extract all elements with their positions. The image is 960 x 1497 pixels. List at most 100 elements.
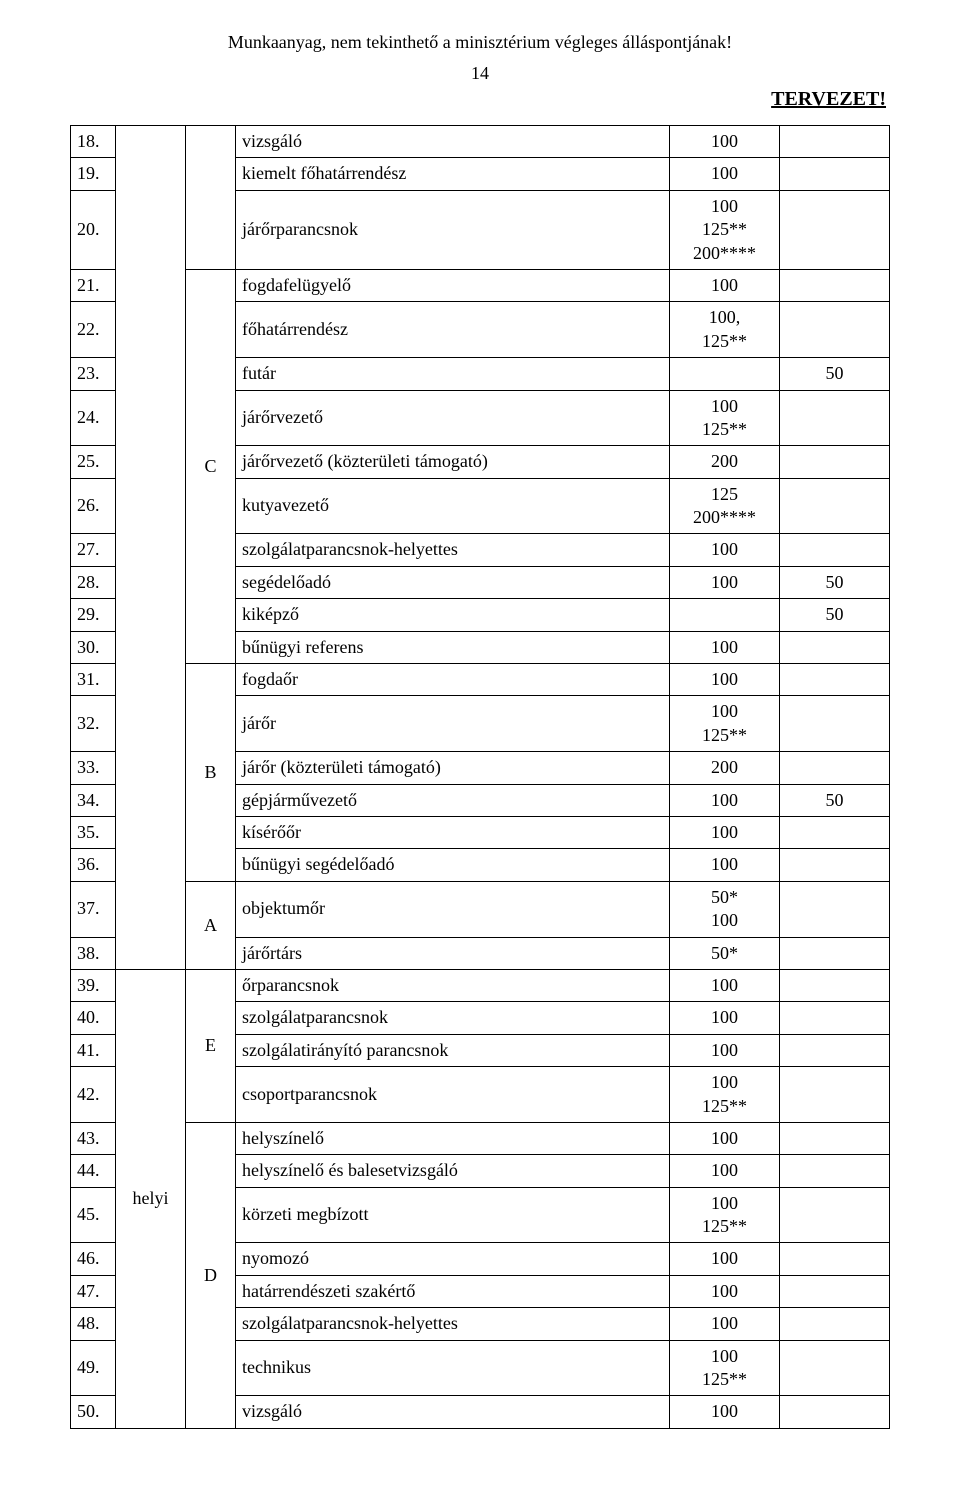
position-name: körzeti megbízott: [236, 1187, 670, 1243]
value-1: 100: [670, 1034, 780, 1066]
value-2: [780, 937, 890, 969]
value-2: [780, 1002, 890, 1034]
value-1: 100: [670, 1243, 780, 1275]
value-2: [780, 534, 890, 566]
row-number: 38.: [71, 937, 116, 969]
position-name: járőr (közterületi támogató): [236, 752, 670, 784]
value-2: [780, 1243, 890, 1275]
tervezet-label: TERVEZET!: [70, 88, 890, 111]
position-name: futár: [236, 358, 670, 390]
position-name: gépjárművezető: [236, 784, 670, 816]
row-number: 18.: [71, 126, 116, 158]
value-2: [780, 1340, 890, 1396]
value-2: 50: [780, 566, 890, 598]
row-number: 26.: [71, 478, 116, 534]
value-2: [780, 269, 890, 301]
group-letter-c: C: [186, 269, 236, 663]
position-name: szolgálatirányító parancsnok: [236, 1034, 670, 1066]
value-2: [780, 849, 890, 881]
value-1: 100: [670, 816, 780, 848]
row-number: 36.: [71, 849, 116, 881]
table-row: 18. vizsgáló 100: [71, 126, 890, 158]
position-name: fogdafelügyelő: [236, 269, 670, 301]
value-1: 100 125**: [670, 1340, 780, 1396]
table-row: 43. D helyszínelő 100: [71, 1122, 890, 1154]
row-number: 43.: [71, 1122, 116, 1154]
position-name: kiemelt főhatárrendész: [236, 158, 670, 190]
row-number: 30.: [71, 631, 116, 663]
value-1: 100: [670, 664, 780, 696]
value-2: [780, 158, 890, 190]
value-2: [780, 446, 890, 478]
header-disclaimer: Munkaanyag, nem tekinthető a minisztériu…: [70, 32, 890, 53]
row-number: 28.: [71, 566, 116, 598]
position-name: járőrparancsnok: [236, 190, 670, 269]
position-name: helyszínelő: [236, 1122, 670, 1154]
value-2: [780, 126, 890, 158]
value-2: 50: [780, 599, 890, 631]
row-number: 35.: [71, 816, 116, 848]
value-1: 100: [670, 1002, 780, 1034]
table-row: 31. B fogdaőr 100: [71, 664, 890, 696]
position-name: objektumőr: [236, 881, 670, 937]
row-number: 42.: [71, 1067, 116, 1123]
position-name: járőrvezető: [236, 390, 670, 446]
value-2: [780, 1122, 890, 1154]
row-number: 48.: [71, 1308, 116, 1340]
value-1: 100: [670, 849, 780, 881]
value-2: [780, 1187, 890, 1243]
value-2: [780, 1396, 890, 1428]
position-name: járőrtárs: [236, 937, 670, 969]
position-name: csoportparancsnok: [236, 1067, 670, 1123]
value-1: 50* 100: [670, 881, 780, 937]
value-1: 100 125** 200****: [670, 190, 780, 269]
row-number: 29.: [71, 599, 116, 631]
value-1: 200: [670, 752, 780, 784]
value-2: [780, 190, 890, 269]
row-number: 40.: [71, 1002, 116, 1034]
position-name: főhatárrendész: [236, 302, 670, 358]
table-row: 39. helyi E őrparancsnok 100: [71, 969, 890, 1001]
value-2: [780, 1275, 890, 1307]
group-letter-blank: [186, 126, 236, 270]
position-name: bűnügyi referens: [236, 631, 670, 663]
value-2: [780, 664, 890, 696]
row-number: 21.: [71, 269, 116, 301]
value-2: 50: [780, 784, 890, 816]
data-table: 18. vizsgáló 100 19. kiemelt főhatárrend…: [70, 125, 890, 1429]
position-name: szolgálatparancsnok-helyettes: [236, 1308, 670, 1340]
value-2: [780, 969, 890, 1001]
value-1: 100 125**: [670, 1187, 780, 1243]
row-number: 23.: [71, 358, 116, 390]
scope-helyi: helyi: [116, 969, 186, 1428]
value-1: 200: [670, 446, 780, 478]
position-name: kísérőőr: [236, 816, 670, 848]
value-2: [780, 390, 890, 446]
position-name: őrparancsnok: [236, 969, 670, 1001]
row-number: 19.: [71, 158, 116, 190]
value-2: [780, 631, 890, 663]
value-1: 100 125**: [670, 1067, 780, 1123]
row-number: 20.: [71, 190, 116, 269]
row-number: 50.: [71, 1396, 116, 1428]
table-row: 21. C fogdafelügyelő 100: [71, 269, 890, 301]
value-2: [780, 1067, 890, 1123]
value-1: 100: [670, 1122, 780, 1154]
position-name: határrendészeti szakértő: [236, 1275, 670, 1307]
value-2: [780, 1155, 890, 1187]
value-2: [780, 478, 890, 534]
value-1: 100: [670, 1396, 780, 1428]
value-2: [780, 302, 890, 358]
row-number: 33.: [71, 752, 116, 784]
group-letter-d: D: [186, 1122, 236, 1428]
group-letter-e: E: [186, 969, 236, 1122]
value-1: 100: [670, 269, 780, 301]
row-number: 22.: [71, 302, 116, 358]
row-number: 37.: [71, 881, 116, 937]
position-name: segédelőadó: [236, 566, 670, 598]
value-1: 100: [670, 1308, 780, 1340]
row-number: 49.: [71, 1340, 116, 1396]
value-1: 100: [670, 631, 780, 663]
row-number: 41.: [71, 1034, 116, 1066]
row-number: 45.: [71, 1187, 116, 1243]
